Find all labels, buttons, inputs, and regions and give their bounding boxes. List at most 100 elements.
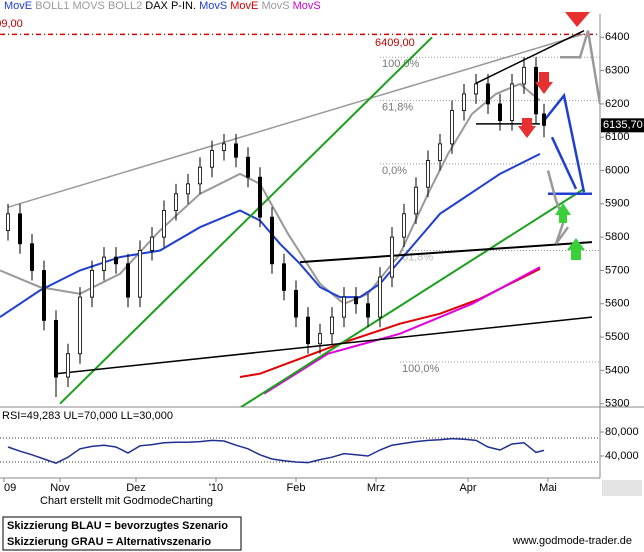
rsi-tick-label: 40,000 [605,450,639,462]
x-tick-label: Feb [287,482,306,494]
line [0,82,541,305]
candle-body [114,256,119,265]
price-tag-label: 6135,70 [603,119,643,131]
line [299,241,593,264]
candle-body [365,303,370,318]
candle-body [209,150,214,168]
candle-body [437,143,442,161]
candle-body [126,263,131,298]
resistance-label: 6409,00 [375,37,415,49]
credit: Chart erstellt mit GodmodeCharting [40,495,213,507]
rsi-panel: RSI=49,283 UL=70,000 LL=30,000 [0,410,600,465]
candle-body [78,296,83,355]
candle-body [269,216,274,265]
line [7,33,585,208]
candle-body [173,193,178,211]
fib-label: 100,0% [382,58,420,70]
candle-body [29,243,34,271]
candle-body [257,176,262,218]
line [59,36,433,405]
candle-body [497,103,502,121]
fib-label: 0,0% [382,165,407,177]
header-item: MovE [4,0,32,12]
candle-body [473,83,478,95]
candle-body [534,66,539,115]
candle-body [149,236,154,251]
header-item: MovS [261,0,289,12]
legend-text: Skizzierung BLAU = bevorzugtes Szenario [7,520,228,532]
x-tick-label: Mrz [367,482,385,494]
candle-body [197,166,202,185]
y-tick-label: 5400 [605,364,629,376]
arrows [518,12,590,260]
candle-body [17,213,22,245]
y-tick-label: 5900 [605,198,629,210]
x-tick-label: Nov [50,482,70,494]
candle-body [509,83,514,121]
legend-text: Skizzierung GRAU = Alternativszenario [7,536,211,548]
fib-label: 61,8% [382,101,413,113]
line [239,188,585,407]
candle-body [522,66,527,85]
red-triangle [565,12,590,27]
x-tick-label: '10 [209,482,223,494]
candle-body [66,353,71,378]
line [263,266,541,395]
candle-body [305,316,310,345]
header-item: BOLL2 [108,0,142,12]
line [55,316,593,375]
rsi-title: RSI=49,283 UL=70,000 LL=30,000 [2,410,173,422]
header-item: BOLL1 [35,0,69,12]
candle-body [449,110,454,145]
candle-body [54,320,59,378]
candle-body [137,250,142,298]
header-item: MovS [293,0,321,12]
y-tick-label: 5800 [605,231,629,243]
website: www.godmode-trader.de [512,535,632,547]
candle-body [413,186,418,215]
header-item: MovS [199,0,227,12]
candle-body [542,113,547,126]
axes: 6400 6300 6200 6100 6000 5900 5800 5700 5600 5500… [3,31,644,494]
scroll-box [602,480,642,496]
line [543,92,586,193]
x-tick-label: Apr [459,482,476,494]
red-arrow [518,118,536,138]
candle-body [485,83,490,105]
candle-body [221,143,226,151]
y-tick-label: 6200 [605,98,629,110]
header-item: DAX P-IN. [145,0,196,12]
candle-body [341,296,346,318]
y-tick-label: 5600 [605,298,629,310]
y-tick-label: 5300 [605,398,629,410]
candle-body [293,290,298,318]
candle-body [233,143,238,158]
green-arrow [567,238,585,260]
candle-body [377,276,382,318]
y-tick-label: 6400 [605,31,629,43]
candle-body [42,270,47,321]
candle-body [102,256,107,271]
x-tick-label: 09 [4,482,16,494]
candle-body [161,210,166,238]
candle-body [317,333,322,345]
price-tag [601,118,644,133]
x-tick-label: Dez [126,482,146,494]
price-panel: 100,0%61,8%0,0%61,8%100,0%6409,006409,00 [0,18,600,407]
candle-body [353,296,358,305]
rsi-line [7,437,545,465]
red-arrow [535,72,553,94]
y-tick-label: 6300 [605,65,629,77]
line [475,30,585,84]
rsi-tick-label: 80,000 [605,426,639,438]
header: MovE BOLL1 MOVS BOLL2 DAX P-IN. MovS Mov… [4,0,321,12]
y-tick-label: 5500 [605,331,629,343]
candle-body [329,316,334,335]
candle-body [401,213,406,238]
x-tick-label: Mai [539,482,557,494]
candle-body [185,183,190,195]
header-item: MovE [230,0,258,12]
candle-body [389,236,394,278]
candle-body [425,160,430,188]
